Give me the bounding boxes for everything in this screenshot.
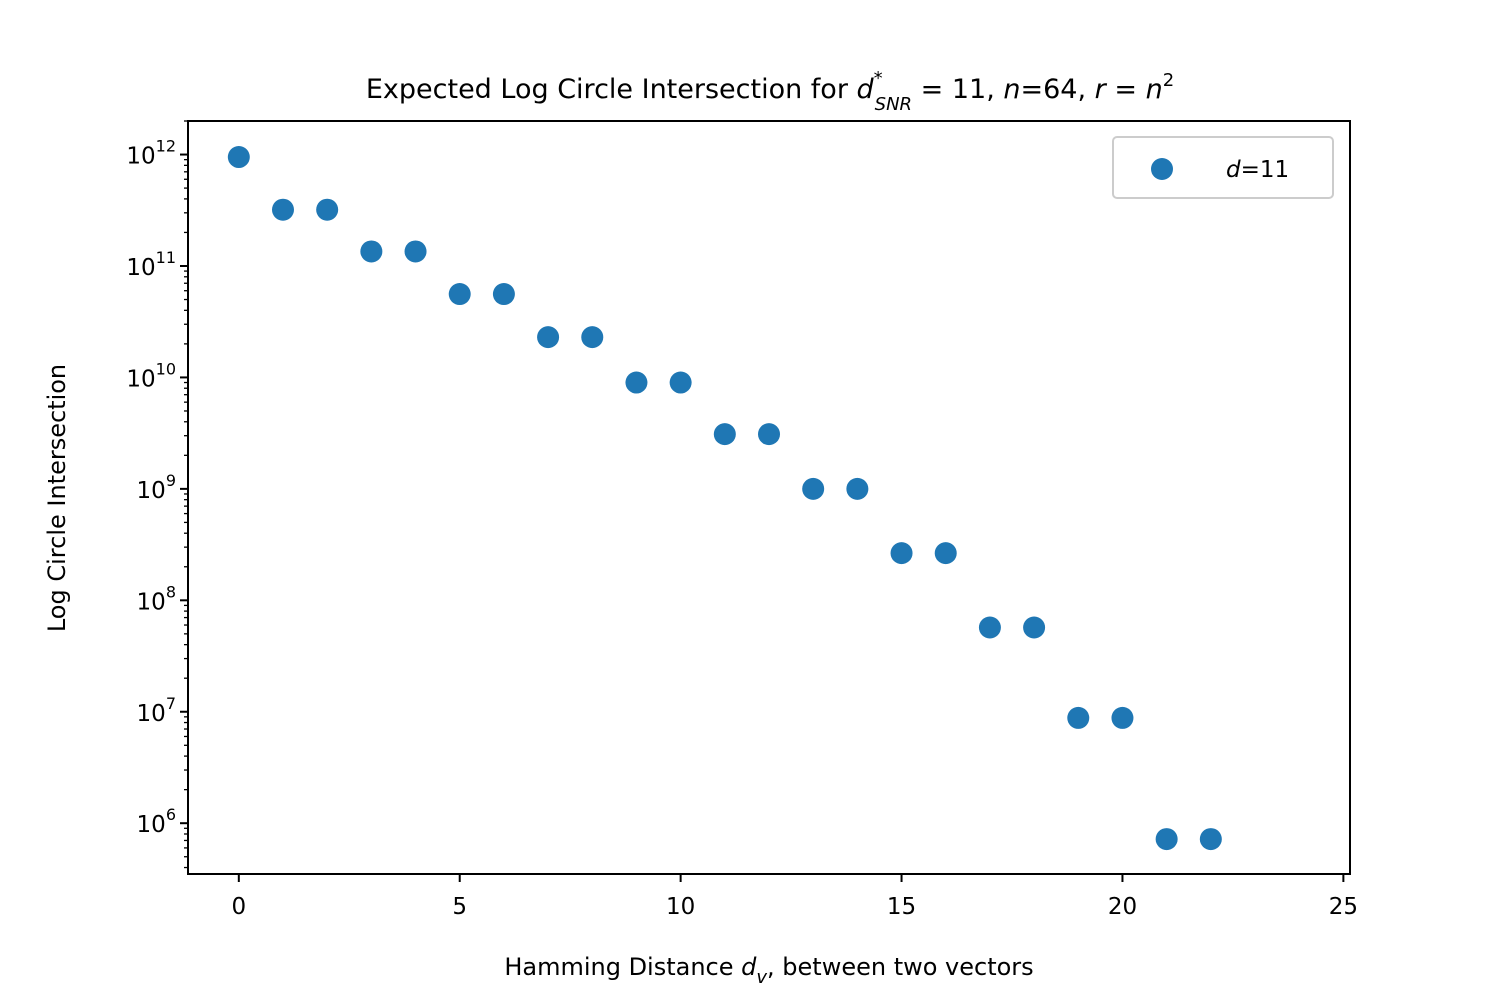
x-tick-label: 20	[1108, 894, 1137, 920]
legend-label: d=11	[1226, 157, 1289, 183]
scatter-point	[713, 423, 736, 446]
x-tick-label: 25	[1329, 894, 1358, 920]
plot-frame	[187, 120, 1351, 875]
scatter-point	[271, 198, 294, 221]
scatter-point	[492, 283, 515, 306]
scatter-point	[846, 477, 869, 500]
y-axis-ticks: 106 107 108 109 1010 1011 1012	[126, 120, 188, 869]
x-tick-label: 5	[452, 894, 467, 920]
scatter-point	[890, 542, 913, 565]
y-tick-label: 1010	[126, 359, 176, 392]
x-tick-label: 10	[666, 894, 695, 920]
x-axis-label: Hamming Distance dv, between two vectors	[504, 953, 1033, 988]
scatter-point	[1023, 616, 1046, 639]
scatter-point	[1199, 828, 1222, 851]
scatter-point	[625, 371, 648, 394]
y-tick-label: 109	[137, 471, 176, 504]
scatter-point	[360, 240, 383, 263]
scatter-point	[316, 198, 339, 221]
scatter-point	[934, 542, 957, 565]
scatter-point	[669, 371, 692, 394]
scatter-point	[1067, 706, 1090, 729]
scatter-point	[404, 240, 427, 263]
x-tick-label: 0	[231, 894, 246, 920]
scatter-point	[1155, 828, 1178, 851]
x-tick-label: 15	[887, 894, 916, 920]
plot-area: 0 5 10 15 20 25 106 107 108 109 1010 1011 1012	[126, 120, 1358, 920]
y-tick-label: 1012	[126, 137, 176, 170]
y-tick-label: 108	[137, 582, 176, 615]
scatter-point	[758, 423, 780, 446]
scatter-point	[802, 477, 825, 500]
legend-box	[1112, 136, 1334, 199]
chart-title: Expected Log Circle Intersection for d* S…	[366, 68, 1174, 115]
legend: d=11	[1112, 136, 1334, 199]
scatter-point	[448, 283, 471, 306]
x-axis-ticks: 0 5 10 15 20 25	[231, 874, 1358, 920]
scatter-point	[537, 326, 560, 349]
scatter-point	[581, 326, 604, 349]
y-tick-label: 106	[137, 805, 176, 838]
scatter-point	[1111, 706, 1134, 729]
y-tick-label: 1011	[126, 248, 176, 281]
data-points	[227, 146, 1222, 851]
scatter-point	[227, 146, 250, 169]
scatter-point	[978, 616, 1001, 639]
legend-marker	[1151, 158, 1173, 180]
y-axis-label: Log Circle Intersection	[43, 364, 71, 632]
y-tick-label: 107	[137, 694, 176, 727]
